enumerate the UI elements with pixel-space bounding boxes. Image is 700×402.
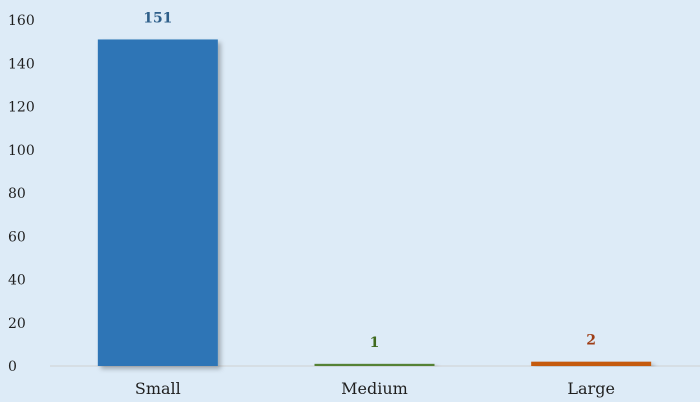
y-tick-label: 140 — [8, 56, 35, 72]
y-tick-label: 80 — [8, 186, 26, 202]
bar-large — [531, 361, 652, 366]
y-tick-label: 0 — [8, 359, 17, 375]
y-tick-label: 100 — [8, 143, 35, 159]
y-tick-label: 120 — [8, 100, 35, 116]
y-tick-label: 40 — [8, 273, 26, 289]
data-label-large: 2 — [586, 333, 596, 349]
x-tick-label-medium: Medium — [341, 379, 408, 398]
y-tick-label: 60 — [8, 229, 26, 245]
data-labels: 151 1 2 — [143, 10, 596, 350]
x-axis: Small Medium Large — [50, 365, 700, 398]
bar-medium — [314, 363, 435, 366]
x-tick-label-small: Small — [135, 379, 181, 398]
bar-series — [97, 39, 652, 367]
data-label-medium: 1 — [370, 335, 380, 351]
y-axis: 0 20 40 60 80 100 120 140 160 — [8, 13, 35, 375]
bar-small — [97, 39, 218, 367]
y-tick-label: 20 — [8, 316, 26, 332]
x-tick-label-large: Large — [567, 379, 615, 398]
y-tick-label: 160 — [8, 13, 35, 29]
data-label-small: 151 — [143, 10, 172, 26]
